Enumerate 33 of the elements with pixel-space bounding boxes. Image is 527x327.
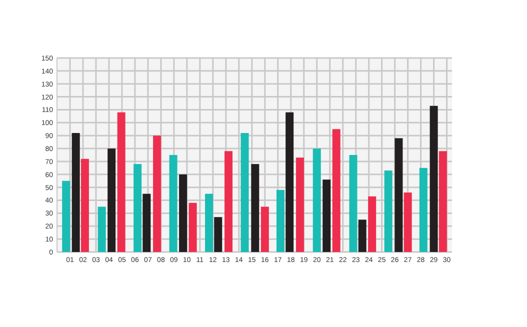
bar [276,190,284,252]
bar [312,148,321,252]
bar [332,129,340,252]
bar [384,170,392,252]
bar [430,106,438,252]
bar [108,148,116,252]
bar [205,194,214,252]
bar [322,180,331,252]
bar [404,192,412,252]
bar [251,164,260,252]
bar [358,220,366,252]
bar [394,138,403,252]
bar [142,194,151,252]
bar [98,206,106,252]
bar [72,133,80,252]
bar [188,202,197,252]
bar [260,206,269,252]
bar [134,164,142,252]
bar [419,168,428,252]
bar [62,180,70,252]
bar [286,112,294,252]
bar [169,155,178,252]
bar [214,217,222,252]
bar [438,151,447,252]
bar [240,133,249,252]
bar [224,151,233,252]
bar [349,155,358,252]
bar [368,196,376,252]
bar [153,136,162,252]
bar [296,158,304,252]
bar [117,112,126,252]
bar [80,158,89,252]
bar [179,174,188,252]
